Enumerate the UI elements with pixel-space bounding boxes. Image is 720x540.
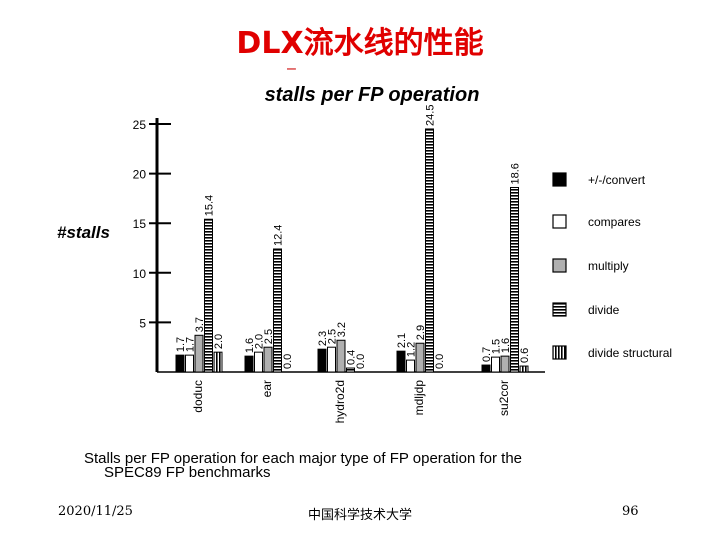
data-label: 24.5 [425,105,437,126]
data-label: 1.6 [500,338,512,353]
bar-mdljdp-3 [425,128,434,373]
data-label: 2.1 [396,333,408,348]
data-label: 2.0 [213,334,225,349]
category-label-su2cor: su2cor [497,380,511,416]
bar-su2cor-2 [500,355,510,373]
category-label-ear: ear [260,380,274,397]
footer-page-number: 96 [622,504,639,519]
footer-date: 2020/11/25 [58,504,133,519]
title-dash: – [287,60,296,77]
data-label: 1.7 [175,337,187,352]
legend-label-4: divide structural [588,346,672,360]
bar-ear-1 [254,351,263,373]
bar-su2cor-3 [510,186,519,373]
y-tick-label: 10 [133,267,147,281]
figure-caption: Stalls per FP operation for each major t… [84,450,523,481]
y-tick-label: 15 [133,217,147,231]
data-label: 1.7 [185,337,197,352]
bar-doduc-0 [175,354,185,373]
data-label: 15.4 [204,195,216,216]
data-label: 18.6 [510,163,522,184]
bar-hydro2d-2 [336,339,346,373]
data-label: 0.0 [434,354,446,369]
data-label: 0.7 [481,347,493,362]
caption-line-1: Stalls per FP operation for each major t… [84,450,523,467]
data-label: 3.7 [194,317,206,332]
chart-title: stalls per FP operation [265,84,480,106]
legend-label-2: multiply [588,259,629,273]
y-tick-label: 25 [133,118,147,132]
data-label: 2.5 [263,329,275,344]
data-label: 12.4 [273,225,285,246]
legend-swatch-4 [552,345,567,360]
slide-title: DLX流水线的性能 [236,26,484,61]
y-tick-label: 20 [133,168,147,182]
bar-mdljdp-0 [396,350,406,373]
legend-swatch-1 [552,214,567,229]
bar-doduc-4 [213,351,223,373]
caption-line-2: SPEC89 FP benchmarks [104,464,271,481]
legend-label-3: divide [588,303,620,317]
category-label-hydro2d: hydro2d [333,380,347,423]
data-label: 1.5 [491,339,503,354]
bar-hydro2d-1 [327,346,336,373]
data-label: 2.0 [254,334,266,349]
bar-hydro2d-3 [346,367,355,373]
data-label: 2.3 [317,331,329,346]
data-label: 0.4 [346,350,358,365]
bar-su2cor-0 [481,364,491,373]
bar-hydro2d-0 [317,348,327,373]
legend-swatch-2 [552,258,567,273]
data-label: 0.0 [282,354,294,369]
data-label: 3.2 [336,322,348,337]
bar-ear-3 [273,248,282,373]
legend-swatch-0 [552,172,567,187]
data-label: 0.0 [355,354,367,369]
bar-ear-2 [263,346,273,373]
data-label: 1.2 [406,342,418,357]
legend-swatch-3 [552,302,567,317]
data-label: 0.6 [519,348,531,363]
category-label-doduc: doduc [191,380,205,413]
data-label: 2.5 [327,329,339,344]
bar-doduc-2 [194,334,204,373]
footer-organization: 中国科学技术大学 [307,508,412,523]
bar-mdljdp-1 [406,359,415,373]
bar-doduc-1 [185,354,194,373]
y-tick-label: 5 [139,316,146,330]
bar-ear-0 [244,355,254,373]
bar-su2cor-1 [491,356,500,373]
legend-label-0: +/-/convert [588,173,646,187]
bar-doduc-3 [204,218,213,373]
bar-mdljdp-2 [415,342,425,373]
y-axis-label: #stalls [57,223,110,242]
legend-label-1: compares [588,215,641,229]
data-label: 2.9 [415,325,427,340]
data-label: 1.6 [244,338,256,353]
category-label-mdljdp: mdljdp [412,380,426,416]
bar-su2cor-4 [519,365,529,373]
